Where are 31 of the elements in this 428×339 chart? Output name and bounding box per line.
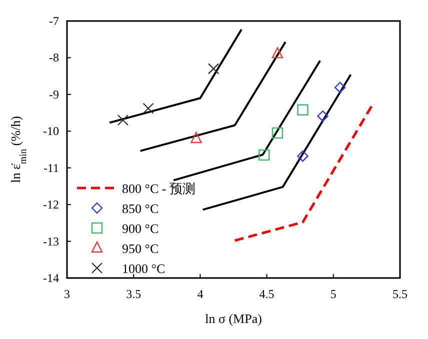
x-tick-label: 3.5 [126, 287, 142, 301]
y-tick-label: -11 [43, 160, 59, 175]
legend-label: 800 °C - 预测 [122, 181, 196, 196]
x-tick-label: 5 [330, 287, 336, 301]
x-tick-label: 4 [197, 287, 204, 301]
y-tick-label: -14 [43, 271, 59, 285]
y-tick-label: -13 [43, 234, 59, 248]
point [272, 47, 284, 58]
legend-label: 850 °C [122, 201, 159, 216]
point [334, 82, 346, 94]
y-tick-label: -10 [43, 124, 59, 138]
y-tick-label: -12 [43, 198, 59, 212]
legend-label: 950 °C [122, 241, 159, 256]
legend-label: 900 °C [122, 221, 159, 236]
y-tick-label: -8 [49, 50, 59, 65]
point [297, 150, 308, 162]
point [297, 104, 308, 116]
point [258, 149, 270, 161]
y-tick-label: -9 [49, 87, 59, 102]
point [142, 102, 154, 114]
y-tick-label: -7 [49, 14, 59, 28]
point [117, 114, 129, 126]
point [272, 127, 284, 139]
x-tick-label: 3 [64, 287, 70, 301]
point [190, 132, 202, 144]
legend-label: 1000 °C [122, 261, 166, 276]
x-tick-label: 4.5 [259, 287, 274, 301]
x-axis-title: ln σ (MPa) [205, 311, 262, 326]
point [208, 63, 220, 74]
point [317, 110, 328, 122]
x-tick-label: 5.5 [392, 287, 408, 301]
